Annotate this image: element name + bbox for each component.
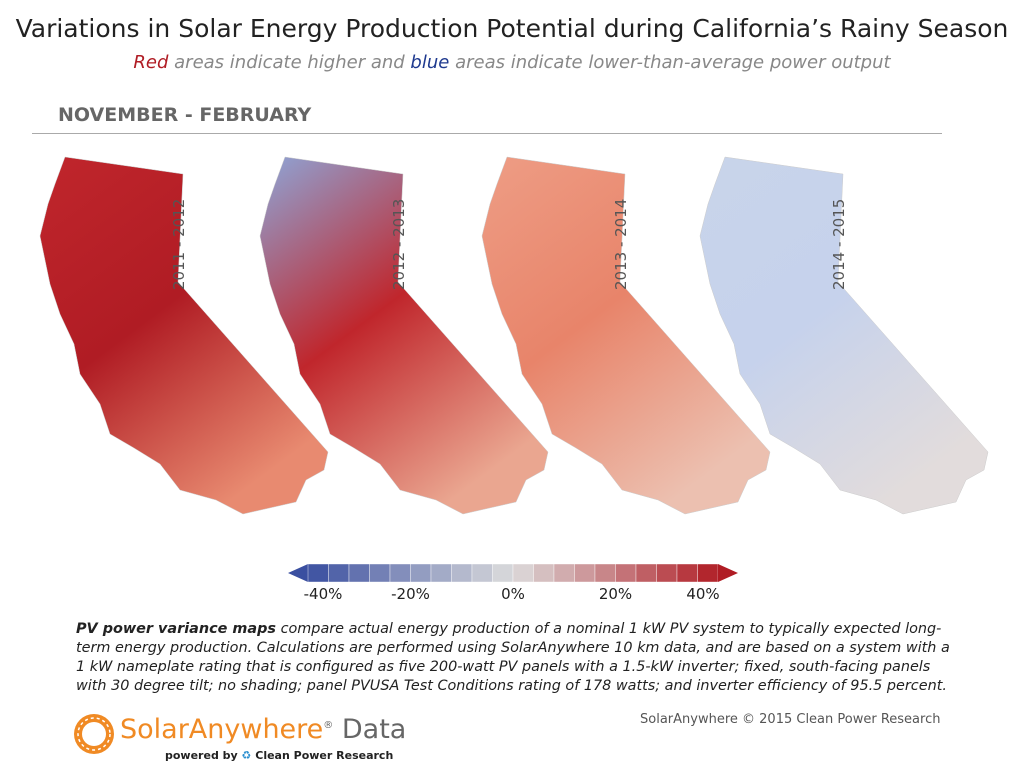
legend-bin [697, 563, 719, 583]
legend-tick: -20% [391, 585, 430, 603]
california-map-3 [481, 156, 771, 515]
map-year-label: 2012 - 2013 [390, 198, 408, 290]
legend-tick: -40% [303, 585, 343, 603]
season-heading: NOVEMBER - FEBRUARY [58, 104, 312, 126]
california-map-2 [259, 156, 549, 515]
copyright: SolarAnywhere © 2015 Clean Power Researc… [640, 712, 941, 727]
legend-arrow-low [288, 564, 308, 582]
legend-bin [348, 563, 370, 583]
page-title: Variations in Solar Energy Production Po… [15, 14, 1009, 43]
legend-bin [533, 563, 555, 583]
subtitle: Red areas indicate higher and blue areas… [133, 52, 891, 73]
legend-tick: 20% [598, 585, 633, 603]
legend-tick: 40% [686, 585, 720, 603]
legend-arrow-high [718, 564, 738, 582]
legend-bin [676, 563, 698, 583]
legend-bin [369, 563, 391, 583]
legend-bin [615, 563, 637, 583]
powered-by: powered by ♻ Clean Power Research [165, 749, 394, 762]
legend-bin [656, 563, 678, 583]
brand-logo: SolarAnywhere® Data [120, 714, 407, 745]
map-year-label: 2014 - 2015 [830, 198, 848, 290]
california-map-1 [39, 156, 329, 515]
clean-power-icon: ♻ [241, 749, 252, 762]
description: PV power variance maps compare actual en… [76, 621, 950, 694]
legend-bin [328, 563, 350, 583]
map-year-label: 2011 - 2012 [170, 198, 188, 290]
legend-bin [574, 563, 596, 583]
legend-bin [635, 563, 657, 583]
california-map-4 [699, 156, 989, 515]
legend-bin [307, 563, 329, 583]
legend-tick: 0% [501, 585, 525, 603]
legend-bin [492, 563, 514, 583]
legend-bin [389, 563, 411, 583]
solaranywhere-logo-icon [74, 714, 114, 754]
legend-bin [410, 563, 432, 583]
legend-bin [471, 563, 493, 583]
legend-bin [553, 563, 575, 583]
divider [32, 133, 942, 134]
color-legend [288, 563, 738, 583]
legend-bin [512, 563, 534, 583]
map-year-label: 2013 - 2014 [612, 198, 630, 290]
legend-bin [451, 563, 473, 583]
legend-bin [594, 563, 616, 583]
legend-bin [430, 563, 452, 583]
